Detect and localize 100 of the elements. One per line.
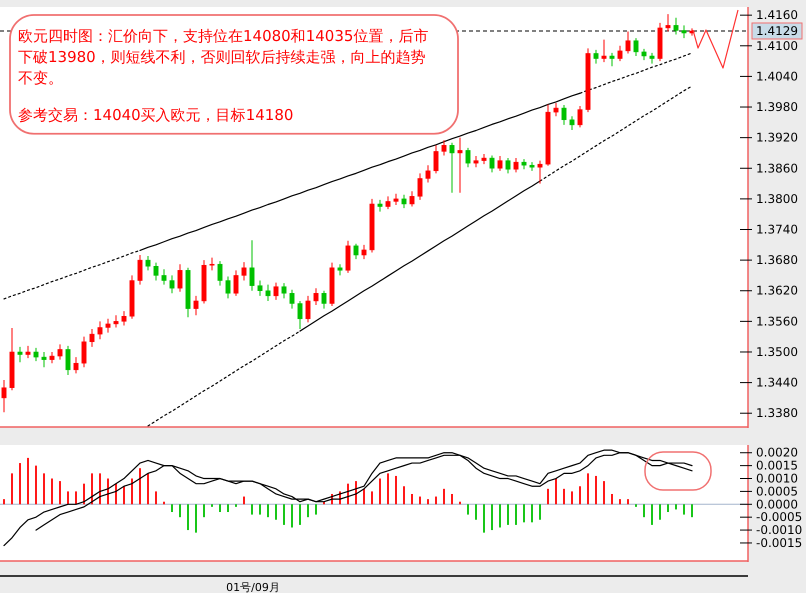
candlestick	[282, 282, 286, 299]
candlestick	[290, 289, 294, 310]
candlestick	[322, 290, 326, 310]
candlestick	[106, 318, 110, 334]
y-tick-label: 1.3800	[756, 192, 798, 206]
candlestick	[314, 288, 318, 306]
y-tick-label: 0.0020	[756, 446, 798, 460]
candlestick	[74, 356, 78, 374]
candlestick	[418, 172, 422, 200]
candlestick	[394, 193, 398, 206]
y-tick-label: -0.0010	[756, 523, 802, 538]
candlestick	[682, 24, 686, 39]
candlestick	[434, 144, 438, 174]
candlestick	[194, 295, 198, 316]
candlestick	[90, 328, 94, 348]
y-tick-label: 1.3620	[756, 284, 798, 298]
candlestick	[34, 347, 38, 362]
annotation: 欧元四时图：汇价向下，支持位在14080和14035位置，后市下破13980，则短线不利，否则回软后持续走强，向上的趋势不变。	[18, 27, 428, 87]
candlestick	[554, 102, 558, 117]
candlestick	[170, 274, 174, 294]
candlestick	[338, 264, 342, 276]
y-tick-label: -0.0005	[756, 510, 802, 524]
candlestick	[538, 160, 542, 184]
candlestick	[298, 300, 302, 330]
y-tick-label: 1.4160	[756, 8, 798, 22]
candlestick	[618, 45, 622, 62]
candlestick	[506, 158, 510, 174]
candlestick	[474, 156, 478, 168]
candlestick	[258, 280, 262, 296]
candlestick	[98, 320, 102, 340]
candlestick	[482, 153, 486, 165]
candlestick	[234, 270, 238, 296]
candlestick	[498, 156, 502, 172]
y-tick-label: 1.4040	[756, 69, 798, 84]
candlestick	[178, 264, 182, 292]
candlestick	[266, 284, 270, 302]
line-series	[3, 450, 693, 546]
candlestick	[242, 262, 246, 282]
candlestick	[442, 140, 446, 156]
candlestick	[410, 190, 414, 208]
y-tick-label: 1.3860	[756, 161, 798, 176]
candlestick	[146, 256, 150, 271]
y-tick-label: 0.0005	[756, 484, 798, 498]
candlestick	[2, 380, 6, 413]
y-tick-label: 1.3920	[756, 130, 798, 145]
candlestick	[402, 194, 406, 209]
candlestick	[18, 346, 22, 363]
candlestick	[610, 52, 614, 67]
candlestick	[602, 39, 606, 63]
candlestick	[578, 106, 582, 128]
candlestick	[42, 351, 46, 368]
candlestick	[138, 254, 142, 286]
candlestick	[634, 38, 638, 56]
candlestick	[594, 49, 598, 64]
y-tick-label: 1.3440	[756, 376, 798, 390]
y-tick-label: 1.3740	[756, 222, 798, 237]
candlestick	[210, 257, 214, 271]
y-tick-label: 1.3980	[756, 100, 798, 114]
candlestick	[666, 14, 670, 32]
candlestick	[466, 147, 470, 168]
candlestick	[378, 199, 382, 212]
candlestick	[562, 104, 566, 126]
candlestick	[386, 196, 390, 210]
y-tick-label: -0.0015	[756, 536, 802, 550]
candlestick	[114, 314, 118, 328]
y-tick-label: 1.4100	[756, 38, 798, 53]
candlestick	[642, 48, 646, 61]
candlestick	[626, 30, 630, 54]
candlestick	[306, 295, 310, 323]
candlestick	[66, 345, 70, 376]
candlestick	[162, 268, 166, 286]
candlestick	[522, 158, 526, 170]
candlestick	[674, 17, 678, 36]
y-tick-label: 0.0015	[756, 458, 798, 473]
y-tick-label: 1.3680	[756, 253, 798, 268]
candlestick	[450, 142, 454, 194]
candlestick	[58, 344, 62, 360]
y-tick-label: 1.3560	[756, 314, 798, 328]
y-tick-label: 1.3500	[756, 344, 798, 359]
candlestick	[82, 336, 86, 368]
y-tick-label: 0.0000	[756, 497, 798, 512]
candlestick	[458, 137, 462, 194]
candlestick	[650, 52, 654, 64]
candlestick	[354, 243, 358, 260]
annotation: 参考交易：14040买入欧元，目标14180	[18, 106, 294, 124]
ref-line-label: 1.4129	[756, 24, 798, 38]
y-tick-label: 0.0010	[756, 472, 798, 486]
candlestick	[570, 116, 574, 130]
y-tick-label: 1.3380	[756, 406, 798, 420]
candlestick	[274, 282, 278, 300]
candlestick	[50, 351, 54, 364]
candlestick	[490, 155, 494, 173]
candlestick	[514, 158, 518, 173]
candlestick	[226, 276, 230, 299]
candlestick	[218, 260, 222, 286]
candlestick	[122, 310, 126, 326]
candlestick	[362, 244, 366, 260]
candlestick	[26, 345, 30, 359]
candlestick	[154, 262, 158, 282]
candlestick	[250, 240, 254, 292]
